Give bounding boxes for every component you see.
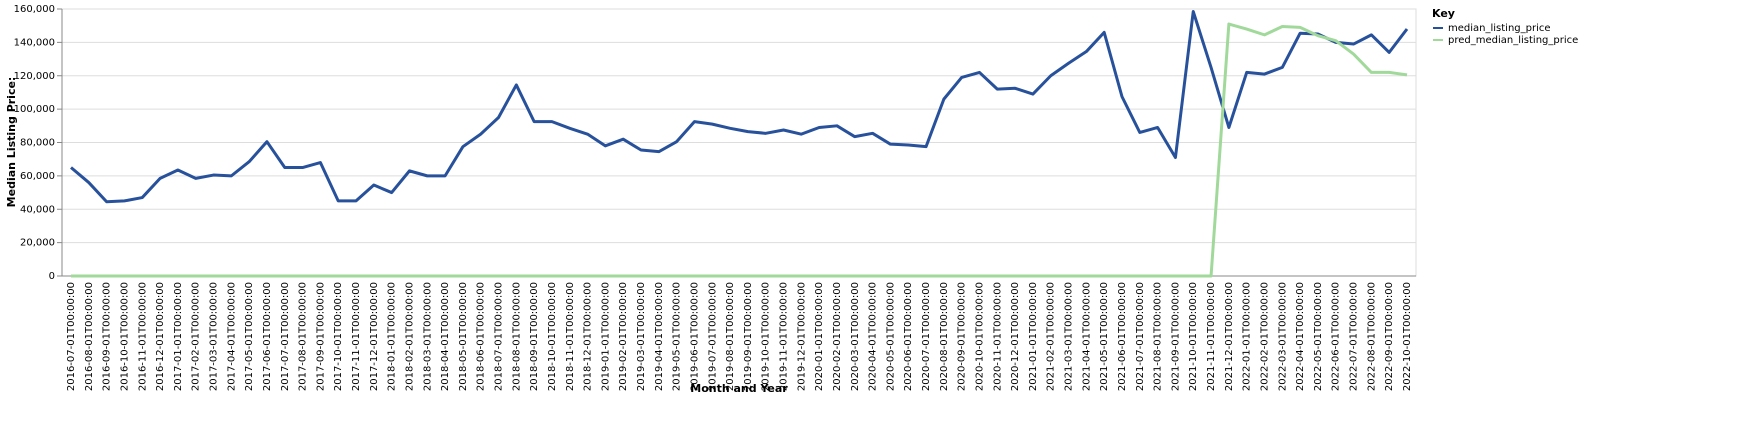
y-tick-label: 160,000 xyxy=(14,4,55,15)
x-tick-label: 2016-11-01T00:00:00 xyxy=(137,282,148,391)
x-tick-label: 2017-01-01T00:00:00 xyxy=(173,282,184,391)
x-tick-label: 2019-08-01T00:00:00 xyxy=(725,282,736,391)
legend-label: median_listing_price xyxy=(1448,23,1551,34)
x-tick-label: 2021-07-01T00:00:00 xyxy=(1135,282,1146,391)
x-tick-label: 2020-11-01T00:00:00 xyxy=(992,282,1003,391)
x-tick-label: 2019-11-01T00:00:00 xyxy=(779,282,790,391)
x-axis-title: Month and Year xyxy=(690,382,788,395)
x-tick-label: 2020-02-01T00:00:00 xyxy=(832,282,843,391)
legend-label: pred_median_listing_price xyxy=(1448,35,1578,46)
x-tick-label: 2018-02-01T00:00:00 xyxy=(404,282,415,391)
x-tick-label: 2018-09-01T00:00:00 xyxy=(529,282,540,391)
x-tick-label: 2017-07-01T00:00:00 xyxy=(280,282,291,391)
series-line xyxy=(70,10,1409,204)
x-tick-label: 2019-10-01T00:00:00 xyxy=(761,282,772,391)
x-tick-label: 2017-12-01T00:00:00 xyxy=(369,282,380,391)
x-tick-label: 2021-03-01T00:00:00 xyxy=(1064,282,1075,391)
x-tick-label: 2020-05-01T00:00:00 xyxy=(885,282,896,391)
x-tick-label: 2019-09-01T00:00:00 xyxy=(743,282,754,391)
x-tick-label: 2021-06-01T00:00:00 xyxy=(1117,282,1128,391)
x-tick-label: 2021-02-01T00:00:00 xyxy=(1046,282,1057,391)
x-tick-label: 2019-01-01T00:00:00 xyxy=(600,282,611,391)
x-tick-label: 2018-05-01T00:00:00 xyxy=(458,282,469,391)
y-tick-label: 140,000 xyxy=(14,37,55,48)
x-tick-label: 2020-09-01T00:00:00 xyxy=(957,282,968,391)
x-tick-label: 2022-02-01T00:00:00 xyxy=(1259,282,1270,391)
x-tick-label: 2016-07-01T00:00:00 xyxy=(66,282,77,391)
x-tick-label: 2022-08-01T00:00:00 xyxy=(1366,282,1377,391)
x-tick-label: 2017-08-01T00:00:00 xyxy=(298,282,309,391)
y-axis-title: Median Listing Price: xyxy=(5,77,18,208)
x-tick-label: 2017-11-01T00:00:00 xyxy=(351,282,362,391)
x-tick-label: 2022-01-01T00:00:00 xyxy=(1242,282,1253,391)
y-tick-label: 40,000 xyxy=(20,204,55,215)
x-tick-label: 2020-06-01T00:00:00 xyxy=(903,282,914,391)
x-tick-label: 2021-12-01T00:00:00 xyxy=(1224,282,1235,391)
x-tick-label: 2020-10-01T00:00:00 xyxy=(974,282,985,391)
x-tick-label: 2018-12-01T00:00:00 xyxy=(583,282,594,391)
series-line xyxy=(71,22,1408,278)
x-tick-label: 2018-11-01T00:00:00 xyxy=(565,282,576,391)
x-tick-label: 2017-04-01T00:00:00 xyxy=(226,282,237,391)
x-tick-label: 2020-08-01T00:00:00 xyxy=(939,282,950,391)
x-tick-label: 2019-03-01T00:00:00 xyxy=(636,282,647,391)
x-tick-label: 2021-05-01T00:00:00 xyxy=(1099,282,1110,391)
x-tick-label: 2022-10-01T00:00:00 xyxy=(1402,282,1413,391)
x-tick-label: 2019-07-01T00:00:00 xyxy=(707,282,718,391)
y-tick-label: 20,000 xyxy=(20,238,55,249)
y-tick-label: 60,000 xyxy=(20,171,55,182)
x-tick-label: 2018-01-01T00:00:00 xyxy=(387,282,398,391)
x-tick-label: 2016-12-01T00:00:00 xyxy=(155,282,166,391)
x-tick-label: 2016-09-01T00:00:00 xyxy=(102,282,113,391)
y-tick-label: 80,000 xyxy=(20,138,55,149)
x-tick-label: 2017-02-01T00:00:00 xyxy=(191,282,202,391)
x-tick-label: 2022-06-01T00:00:00 xyxy=(1331,282,1342,391)
y-tick-label: 0 xyxy=(49,271,55,282)
x-tick-label: 2021-08-01T00:00:00 xyxy=(1153,282,1164,391)
x-tick-label: 2016-10-01T00:00:00 xyxy=(119,282,130,391)
x-tick-label: 2020-01-01T00:00:00 xyxy=(814,282,825,391)
x-tick-label: 2020-07-01T00:00:00 xyxy=(921,282,932,391)
x-tick-label: 2021-11-01T00:00:00 xyxy=(1206,282,1217,391)
x-tick-label: 2020-12-01T00:00:00 xyxy=(1010,282,1021,391)
x-tick-label: 2022-09-01T00:00:00 xyxy=(1384,282,1395,391)
x-tick-label: 2021-04-01T00:00:00 xyxy=(1081,282,1092,391)
x-tick-label: 2021-09-01T00:00:00 xyxy=(1170,282,1181,391)
y-tick-label: 100,000 xyxy=(14,104,55,115)
x-tick-label: 2022-04-01T00:00:00 xyxy=(1295,282,1306,391)
x-tick-label: 2019-04-01T00:00:00 xyxy=(654,282,665,391)
x-tick-label: 2018-04-01T00:00:00 xyxy=(440,282,451,391)
x-tick-label: 2022-07-01T00:00:00 xyxy=(1349,282,1360,391)
x-tick-label: 2018-03-01T00:00:00 xyxy=(422,282,433,391)
x-tick-label: 2022-03-01T00:00:00 xyxy=(1277,282,1288,391)
x-tick-label: 2018-07-01T00:00:00 xyxy=(494,282,505,391)
x-tick-label: 2019-02-01T00:00:00 xyxy=(618,282,629,391)
x-tick-label: 2018-06-01T00:00:00 xyxy=(476,282,487,391)
x-tick-label: 2019-06-01T00:00:00 xyxy=(689,282,700,391)
x-tick-label: 2020-03-01T00:00:00 xyxy=(850,282,861,391)
legend-title: Key xyxy=(1432,7,1455,20)
x-tick-label: 2019-12-01T00:00:00 xyxy=(796,282,807,391)
x-tick-label: 2017-03-01T00:00:00 xyxy=(209,282,220,391)
y-tick-label: 120,000 xyxy=(14,71,55,82)
x-tick-label: 2017-10-01T00:00:00 xyxy=(333,282,344,391)
x-tick-label: 2017-05-01T00:00:00 xyxy=(244,282,255,391)
x-tick-label: 2018-08-01T00:00:00 xyxy=(511,282,522,391)
x-tick-label: 2018-10-01T00:00:00 xyxy=(547,282,558,391)
x-tick-label: 2017-09-01T00:00:00 xyxy=(315,282,326,391)
x-tick-label: 2019-05-01T00:00:00 xyxy=(672,282,683,391)
x-tick-label: 2022-05-01T00:00:00 xyxy=(1313,282,1324,391)
x-tick-label: 2021-10-01T00:00:00 xyxy=(1188,282,1199,391)
x-tick-label: 2020-04-01T00:00:00 xyxy=(868,282,879,391)
x-tick-label: 2016-08-01T00:00:00 xyxy=(84,282,95,391)
x-tick-label: 2017-06-01T00:00:00 xyxy=(262,282,273,391)
x-tick-label: 2021-01-01T00:00:00 xyxy=(1028,282,1039,391)
